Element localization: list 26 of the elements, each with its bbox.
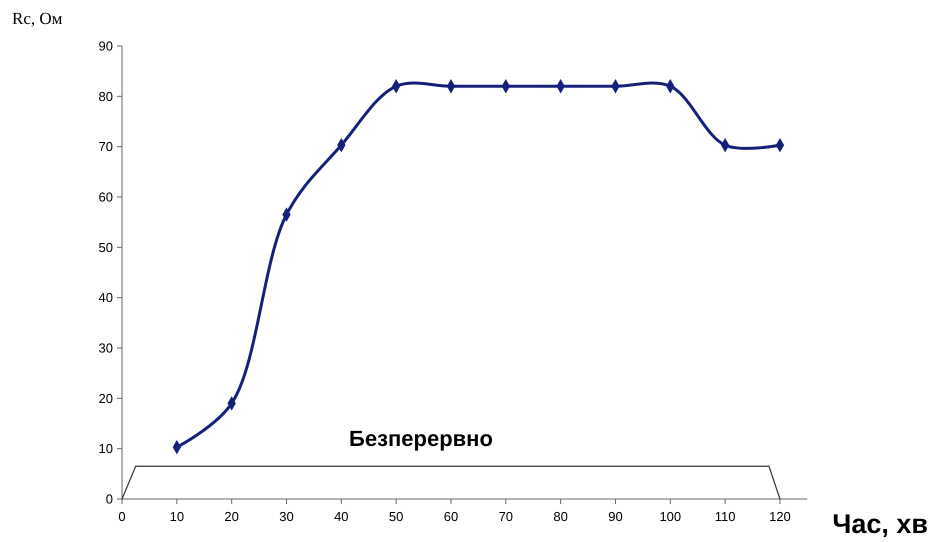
- y-tick-label: 90: [98, 38, 113, 54]
- x-tick-label: 90: [608, 509, 623, 524]
- x-tick-label: 60: [444, 509, 458, 524]
- y-tick-label: 10: [98, 441, 113, 456]
- y-tick-label: 50: [98, 240, 113, 255]
- y-tick-label: 80: [98, 88, 113, 104]
- x-tick-label: 20: [224, 509, 239, 524]
- x-tick-label: 0: [118, 509, 126, 524]
- x-tick-label: 40: [334, 509, 349, 524]
- annotation: Безперервно: [349, 426, 493, 451]
- x-tick-label: 100: [659, 509, 682, 524]
- x-tick-label: 50: [388, 509, 404, 524]
- x-tick-label: 10: [170, 509, 184, 524]
- x-tick-label: 30: [279, 509, 294, 524]
- y-tick-label: 40: [98, 290, 113, 306]
- x-tick-label: 80: [553, 509, 568, 524]
- y-tick-label: 30: [98, 340, 113, 356]
- x-axis-title: Час, хв: [832, 509, 928, 539]
- y-tick-label: 20: [98, 390, 113, 406]
- y-tick-label: 60: [98, 190, 113, 205]
- x-tick-label: 120: [769, 509, 791, 524]
- x-tick-label: 70: [498, 509, 514, 524]
- x-tick-label: 110: [714, 509, 736, 524]
- y-axis-title: Rc, Ом: [12, 9, 63, 28]
- y-tick-label: 70: [98, 139, 113, 154]
- y-tick-label: 0: [106, 492, 113, 507]
